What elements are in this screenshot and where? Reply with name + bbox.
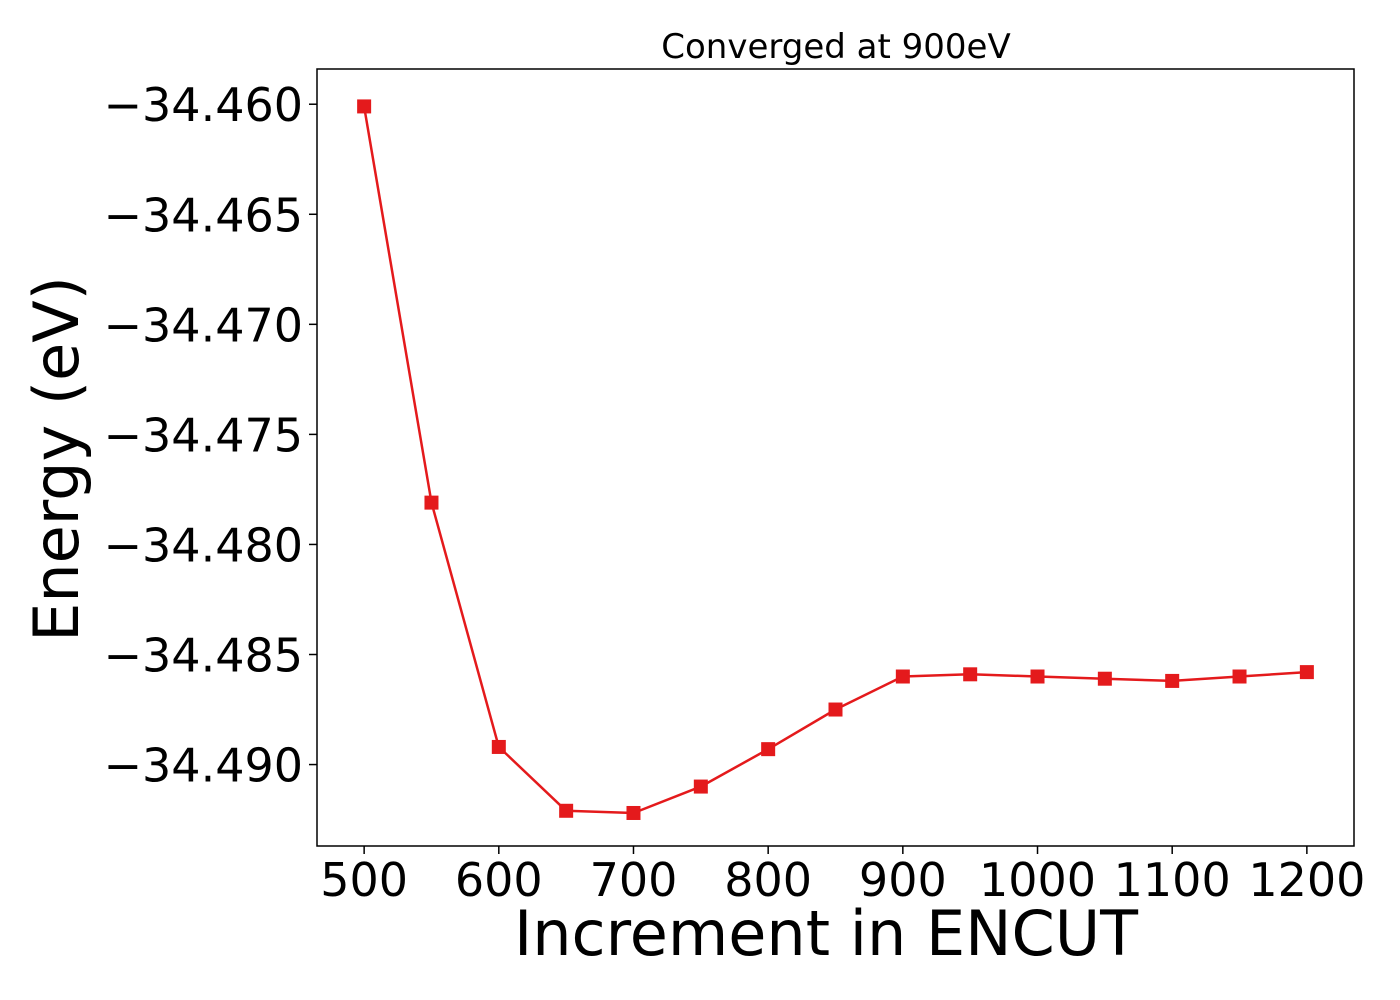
chart-title: Converged at 900eV (661, 27, 1010, 67)
y-tick-label: −34.460 (104, 78, 304, 132)
data-point-marker (828, 702, 843, 717)
x-tick-label: 1000 (979, 853, 1096, 907)
x-tick-label: 1200 (1248, 853, 1365, 907)
data-point-marker (1165, 673, 1180, 688)
data-point-marker (963, 667, 978, 682)
y-tick-label: −34.490 (104, 739, 304, 793)
data-point-marker (626, 805, 641, 820)
data-point-marker (1232, 669, 1247, 684)
data-point-marker (559, 803, 574, 818)
data-point-marker (491, 739, 506, 754)
data-point-marker (357, 99, 372, 114)
y-tick-label: −34.480 (104, 518, 304, 572)
data-point-marker (761, 742, 776, 757)
data-point-marker (1299, 665, 1314, 680)
y-tick-label: −34.475 (104, 408, 304, 462)
data-point-marker (895, 669, 910, 684)
y-tick-label: −34.485 (104, 629, 304, 683)
data-point-marker (424, 495, 439, 510)
data-series (357, 99, 1314, 820)
y-axis-label: Energy (eV) (20, 276, 93, 642)
x-tick-label: 800 (724, 853, 812, 907)
x-axis-label: Increment in ENCUT (514, 897, 1139, 970)
data-point-marker (1030, 669, 1045, 684)
x-axis-ticks: 500 600 700 800 900 1000 1100 1200 (320, 846, 1365, 907)
plot-area-frame (316, 68, 1355, 847)
y-tick-label: −34.465 (104, 188, 304, 242)
x-tick-label: 900 (859, 853, 947, 907)
data-point-marker (693, 779, 708, 794)
x-tick-label: 500 (320, 853, 408, 907)
x-tick-label: 700 (590, 853, 678, 907)
y-axis-ticks: −34.460 −34.465 −34.470 −34.475 −34.480 −34.4… (104, 78, 317, 793)
y-tick-label: −34.470 (104, 298, 304, 352)
x-tick-label: 600 (455, 853, 543, 907)
data-point-marker (1097, 671, 1112, 686)
x-tick-label: 1100 (1114, 853, 1231, 907)
